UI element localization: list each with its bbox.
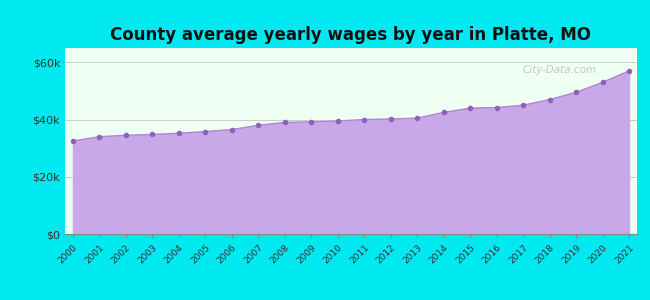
Title: County average yearly wages by year in Platte, MO: County average yearly wages by year in P… [111,26,592,44]
Text: City-Data.com: City-Data.com [523,65,597,75]
